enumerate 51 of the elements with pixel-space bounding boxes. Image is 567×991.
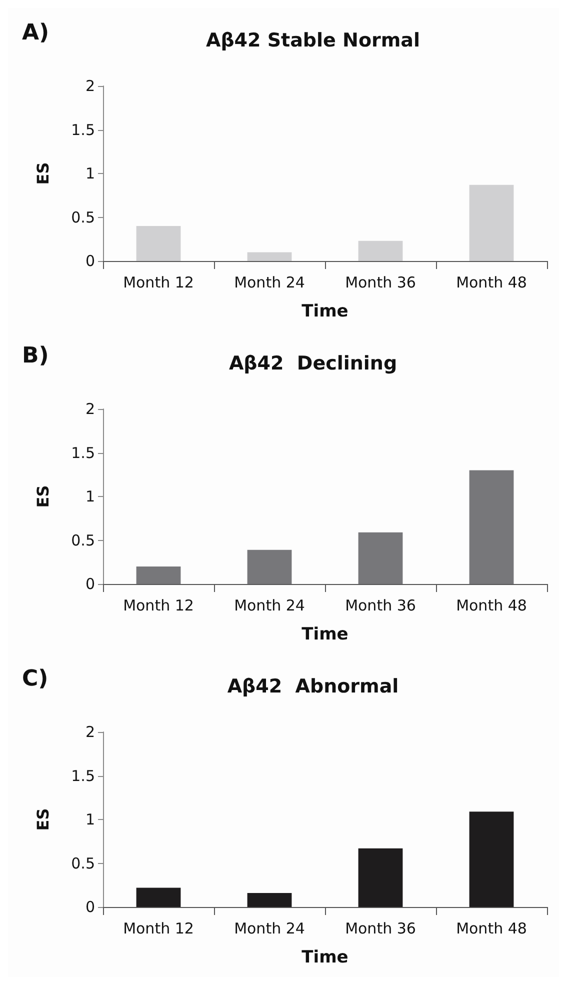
x-tick-label: Month 24 xyxy=(234,596,305,614)
text: B) xyxy=(22,344,49,368)
bar xyxy=(469,812,514,907)
y-tick-label: 2 xyxy=(85,723,95,741)
bar xyxy=(136,566,181,584)
text: C) xyxy=(22,666,48,692)
y-tick-label: 1 xyxy=(85,810,95,828)
bar xyxy=(247,550,292,584)
x-tick-label: Month 48 xyxy=(456,274,527,292)
y-tick-label: 2 xyxy=(85,77,95,95)
y-tick-label: 0.5 xyxy=(71,531,95,550)
x-axis-title: Time xyxy=(302,948,348,968)
chart-title: Aβ42 Declining xyxy=(228,352,398,374)
x-axis-title: Time xyxy=(302,624,348,644)
y-axis-title: ES xyxy=(34,808,52,831)
y-tick-label: 0.5 xyxy=(71,854,95,872)
y-tick-label: 0 xyxy=(85,575,95,593)
y-tick-label: 1 xyxy=(85,164,95,182)
x-tick-label: Month 12 xyxy=(123,274,194,292)
x-tick-label: Month 12 xyxy=(123,596,194,614)
y-axis-title: ES xyxy=(34,485,52,508)
bar xyxy=(136,888,181,907)
x-tick-label: Month 24 xyxy=(234,274,305,292)
text: A) xyxy=(22,20,50,46)
chart-title: Aβ42 Stable Normal xyxy=(206,30,420,52)
y-tick-label: 0 xyxy=(85,898,95,916)
y-tick-label: 0 xyxy=(85,252,95,270)
bar xyxy=(469,470,514,584)
bar xyxy=(358,532,403,584)
y-tick-label: 1.5 xyxy=(71,766,95,785)
bar xyxy=(469,184,514,261)
bar xyxy=(136,226,181,261)
y-axis-title: ES xyxy=(34,162,52,185)
bar xyxy=(247,893,292,907)
bar xyxy=(358,848,403,907)
x-tick-label: Month 36 xyxy=(345,920,416,938)
x-axis-title: Time xyxy=(302,302,348,322)
x-tick-label: Month 12 xyxy=(123,920,194,938)
bar xyxy=(358,240,403,261)
x-tick-label: Month 48 xyxy=(456,920,527,938)
x-tick-label: Month 36 xyxy=(345,274,416,292)
y-tick-label: 1.5 xyxy=(71,444,95,462)
x-tick-label: Month 48 xyxy=(456,596,527,614)
chart-title: Aβ42 Abnormal xyxy=(227,676,399,698)
y-tick-label: 1 xyxy=(85,488,95,506)
x-tick-label: Month 36 xyxy=(345,596,416,614)
x-tick-label: Month 24 xyxy=(234,920,305,938)
y-tick-label: 2 xyxy=(85,400,95,418)
bar xyxy=(247,252,292,261)
y-tick-label: 0.5 xyxy=(71,208,95,226)
y-tick-label: 1.5 xyxy=(71,120,95,139)
